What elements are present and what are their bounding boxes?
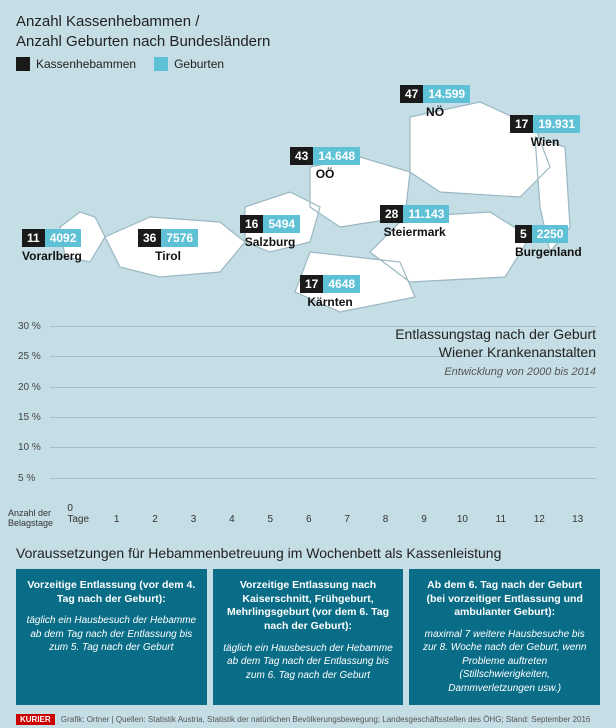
title-line2: Anzahl Geburten nach Bundesländern — [16, 33, 270, 50]
conditions-title: Voraussetzungen für Hebammenbetreuung im… — [16, 545, 600, 561]
state-name: Kärnten — [300, 295, 360, 309]
state-wien: 1719.931 Wien — [510, 115, 580, 149]
xtick-label: 1 — [114, 514, 120, 525]
xtick-label: 7 — [344, 514, 350, 525]
header: Anzahl Kassenhebammen / Anzahl Geburten … — [0, 0, 616, 55]
state-kärnten: 174648 Kärnten — [300, 275, 360, 309]
legend: Kassenhebammen Geburten — [0, 55, 616, 77]
state-name: Steiermark — [380, 225, 449, 239]
state-name: NÖ — [400, 105, 470, 119]
state-name: Burgenland — [515, 245, 582, 259]
condition-box: Ab dem 6. Tag nach der Geburt (bei vorze… — [409, 569, 600, 705]
condition-body: maximal 7 weitere Hausbesuche bis zur 8.… — [417, 628, 592, 696]
state-g-value: 5494 — [263, 215, 300, 233]
bar-chart: 5 %10 %15 %20 %25 %30 %0 Tage12345678910… — [50, 327, 596, 509]
state-k-value: 16 — [240, 215, 263, 233]
xtick-label: 9 — [421, 514, 427, 525]
xtick-label: 10 — [457, 514, 468, 525]
state-steiermark: 2811.143 Steiermark — [380, 205, 449, 239]
condition-heading: Ab dem 6. Tag nach der Geburt (bei vorze… — [417, 579, 592, 620]
ytick-label: 25 % — [18, 351, 41, 362]
state-g-value: 14.599 — [423, 85, 470, 103]
swatch-g — [154, 57, 168, 71]
legend-k-label: Kassenhebammen — [36, 57, 136, 71]
state-k-value: 5 — [515, 225, 532, 243]
state-name: OÖ — [290, 167, 360, 181]
conditions-boxes: Vorzeitige Entlassung (vor dem 4. Tag na… — [16, 569, 600, 705]
ytick-label: 5 % — [18, 473, 35, 484]
state-vorarlberg: 114092 Vorarlberg — [22, 229, 82, 263]
footer-brand: KURIER — [16, 714, 55, 725]
state-k-value: 11 — [22, 229, 45, 247]
state-g-value: 7576 — [161, 229, 198, 247]
state-oö: 4314.648 OÖ — [290, 147, 360, 181]
state-g-value: 11.143 — [403, 205, 449, 223]
state-k-value: 43 — [290, 147, 313, 165]
xtick-label: 13 — [572, 514, 583, 525]
xtick-label: 5 — [268, 514, 274, 525]
condition-body: täglich ein Hausbesuch der Hebamme ab de… — [24, 614, 199, 655]
condition-heading: Vorzeitige Entlassung nach Kaiserschnitt… — [221, 579, 396, 634]
title-line1: Anzahl Kassenhebammen / — [16, 13, 199, 30]
state-g-value: 2250 — [532, 225, 569, 243]
xtick-label: 4 — [229, 514, 235, 525]
state-name: Tirol — [138, 249, 198, 263]
state-g-value: 4092 — [45, 229, 82, 247]
condition-box: Vorzeitige Entlassung nach Kaiserschnitt… — [213, 569, 404, 705]
xtick-label: 3 — [191, 514, 197, 525]
xtick-label: 0 Tage — [67, 503, 89, 525]
state-g-value: 14.648 — [313, 147, 360, 165]
state-tirol: 367576 Tirol — [138, 229, 198, 263]
state-name: Wien — [510, 135, 580, 149]
state-k-value: 28 — [380, 205, 403, 223]
title: Anzahl Kassenhebammen / Anzahl Geburten … — [16, 12, 600, 51]
xaxis-label-l2: Belagstage — [8, 518, 53, 528]
state-salzburg: 165494 Salzburg — [240, 215, 300, 249]
xaxis-label: Anzahl der Belagstage — [8, 509, 53, 529]
condition-body: täglich ein Hausbesuch der Hebamme ab de… — [221, 642, 396, 683]
xtick-label: 11 — [496, 514, 506, 525]
footer: KURIER Grafik: Ortner | Quellen: Statist… — [0, 711, 616, 728]
conditions-section: Voraussetzungen für Hebammenbetreuung im… — [0, 537, 616, 711]
xtick-label: 2 — [152, 514, 158, 525]
legend-geburten: Geburten — [154, 57, 224, 71]
condition-box: Vorzeitige Entlassung (vor dem 4. Tag na… — [16, 569, 207, 705]
footer-text: Grafik: Ortner | Quellen: Statistik Aust… — [61, 715, 590, 724]
ytick-label: 15 % — [18, 412, 41, 423]
xtick-label: 8 — [383, 514, 389, 525]
state-g-value: 4648 — [323, 275, 360, 293]
xaxis-label-l1: Anzahl der — [8, 508, 51, 518]
xtick-label: 6 — [306, 514, 312, 525]
state-nö: 4714.599 NÖ — [400, 85, 470, 119]
condition-heading: Vorzeitige Entlassung (vor dem 4. Tag na… — [24, 579, 199, 606]
bars-container: 0 Tage12345678910111213 — [60, 327, 596, 509]
ytick-label: 30 % — [18, 321, 41, 332]
ytick-label: 10 % — [18, 442, 41, 453]
ytick-label: 20 % — [18, 382, 41, 393]
austria-map: 4714.599NÖ1719.931Wien4314.648OÖ165494Sa… — [10, 77, 606, 317]
state-k-value: 47 — [400, 85, 423, 103]
xtick-label: 12 — [534, 514, 545, 525]
state-k-value: 17 — [510, 115, 533, 133]
state-burgenland: 52250 Burgenland — [515, 225, 582, 259]
legend-kassenhebammen: Kassenhebammen — [16, 57, 136, 71]
state-k-value: 17 — [300, 275, 323, 293]
legend-g-label: Geburten — [174, 57, 224, 71]
state-g-value: 19.931 — [533, 115, 580, 133]
state-name: Vorarlberg — [22, 249, 82, 263]
state-k-value: 36 — [138, 229, 161, 247]
state-name: Salzburg — [240, 235, 300, 249]
bar-chart-section: Entlassungstag nach der Geburt Wiener Kr… — [0, 317, 616, 537]
swatch-k — [16, 57, 30, 71]
